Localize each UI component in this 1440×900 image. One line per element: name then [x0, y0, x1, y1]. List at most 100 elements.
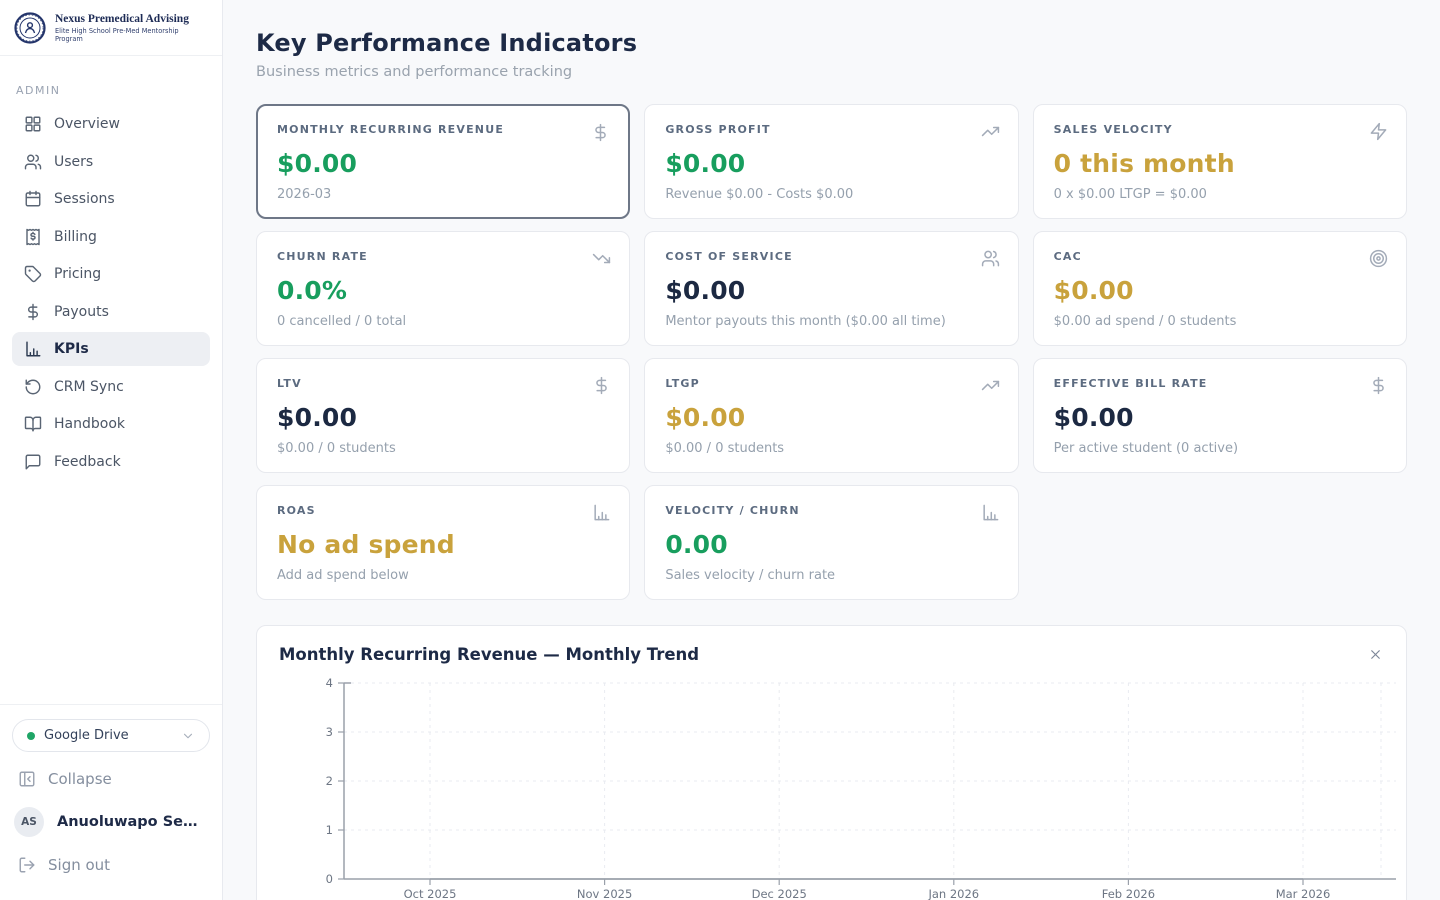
svg-text:Mar 2026: Mar 2026 [1276, 887, 1331, 900]
book-open-icon [24, 415, 42, 433]
sidebar-item-pricing[interactable]: Pricing [12, 257, 210, 291]
sidebar: Nexus Premedical Advising Elite High Sch… [0, 0, 223, 900]
sidebar-item-feedback[interactable]: Feedback [12, 445, 210, 479]
svg-text:3: 3 [326, 725, 333, 739]
kpi-subtext: Per active student (0 active) [1053, 441, 1239, 456]
kpi-subtext: $0.00 / 0 students [665, 441, 785, 456]
brand-header[interactable]: Nexus Premedical Advising Elite High Sch… [0, 0, 222, 56]
kpi-value: $0.00 [665, 276, 746, 305]
sidebar-item-label: Feedback [54, 453, 121, 470]
user-menu[interactable]: AS Anuoluwapo Seblo… [12, 798, 210, 846]
bar-chart-icon [592, 503, 611, 522]
kpi-card-velocity-churn[interactable]: Velocity / Churn 0.00 Sales velocity / chu… [644, 485, 1019, 600]
kpi-value: $0.00 [277, 403, 358, 432]
chevron-down-icon [181, 729, 195, 743]
x-icon [1368, 647, 1383, 662]
kpi-value: $0.00 [1053, 276, 1134, 305]
kpi-label: Churn Rate [277, 250, 368, 263]
panel-left-close-icon [18, 770, 36, 788]
mrr-trend-chart: 0 1 2 3 4 Oct 2025 Nov 2025 Dec 2025 Jan 2026 Feb… [279, 676, 1396, 900]
kpi-subtext: Add ad spend below [277, 568, 409, 583]
bar-chart-icon [24, 340, 42, 358]
kpi-card-cost-of-service[interactable]: Cost of Service $0.00 Mentor payouts this … [644, 231, 1019, 346]
svg-text:1: 1 [326, 823, 333, 837]
kpi-subtext: 0 x $0.00 LTGP = $0.00 [1053, 187, 1207, 202]
sidebar-item-label: Users [54, 153, 94, 170]
tag-icon [24, 265, 42, 283]
kpi-subtext: 0 cancelled / 0 total [277, 314, 407, 329]
kpi-label: CAC [1053, 250, 1082, 263]
bar-chart-icon [981, 503, 1000, 522]
svg-text:Nov 2025: Nov 2025 [577, 887, 632, 900]
chart-title: Monthly Recurring Revenue — Monthly Tren… [279, 645, 700, 664]
sidebar-item-payouts[interactable]: Payouts [12, 295, 210, 329]
google-drive-selector[interactable]: Google Drive [12, 719, 210, 752]
users-icon [981, 249, 1000, 268]
sidebar-item-label: Handbook [54, 416, 125, 432]
brand-name: Nexus Premedical Advising [55, 12, 189, 25]
message-square-icon [24, 453, 42, 471]
kpi-value: 0.00 [665, 530, 728, 559]
kpi-card-churn-rate[interactable]: Churn Rate 0.0% 0 cancelled / 0 total [256, 231, 631, 346]
sidebar-bottom: Google Drive Collapse AS Anuoluwapo Sebl… [0, 704, 222, 900]
sidebar-item-handbook[interactable]: Handbook [12, 407, 210, 441]
svg-text:Feb 2026: Feb 2026 [1102, 887, 1155, 900]
collapse-button[interactable]: Collapse [12, 760, 210, 798]
sidebar-item-billing[interactable]: Billing [12, 220, 210, 254]
kpi-label: Gross Profit [665, 123, 771, 136]
dollar-icon [592, 376, 611, 395]
kpi-card-ltv[interactable]: LTV $0.00 $0.00 / 0 students [256, 358, 631, 473]
kpi-card-effective-bill-rate[interactable]: Effective Bill Rate $0.00 Per active stude… [1032, 358, 1407, 473]
kpi-label: Cost of Service [665, 250, 793, 263]
refresh-icon [24, 378, 42, 396]
kpi-subtext: $0.00 / 0 students [277, 441, 396, 456]
brand-seal-icon [14, 11, 46, 44]
kpi-card-ltgp[interactable]: LTGP $0.00 $0.00 / 0 students [644, 358, 1019, 473]
sidebar-item-overview[interactable]: Overview [12, 107, 210, 141]
kpi-subtext: 2026-03 [277, 187, 332, 202]
sign-out-label: Sign out [48, 856, 111, 874]
kpi-value: $0.00 [665, 403, 746, 432]
kpi-value: $0.00 [665, 149, 746, 178]
kpi-card-cac[interactable]: CAC $0.00 $0.00 ad spend / 0 students [1032, 231, 1407, 346]
sidebar-item-crm-sync[interactable]: CRM Sync [12, 370, 210, 404]
kpi-label: Sales Velocity [1053, 123, 1173, 136]
sidebar-item-sessions[interactable]: Sessions [12, 182, 210, 216]
svg-text:Jan 2026: Jan 2026 [927, 887, 979, 900]
svg-text:2: 2 [326, 774, 333, 788]
kpi-value: $0.00 [277, 149, 358, 178]
sidebar-item-users[interactable]: Users [12, 145, 210, 179]
svg-text:Oct 2025: Oct 2025 [404, 887, 457, 900]
receipt-icon [24, 228, 42, 246]
sidebar-item-label: Payouts [54, 303, 109, 320]
kpi-card-roas[interactable]: ROAS No ad spend Add ad spend below [256, 485, 631, 600]
sign-out-button[interactable]: Sign out [12, 846, 210, 884]
kpi-label: LTV [277, 377, 302, 390]
grid-icon [24, 115, 42, 133]
kpi-card-monthly-recurring-revenue[interactable]: Monthly Recurring Revenue $0.00 2026-03 [256, 104, 631, 219]
dollar-icon [591, 123, 610, 142]
kpi-value: 0 this month [1053, 149, 1235, 178]
kpi-value: $0.00 [1053, 403, 1134, 432]
sidebar-item-kpis[interactable]: KPIs [12, 332, 210, 366]
kpi-label: Monthly Recurring Revenue [277, 123, 505, 136]
trending-down-icon [592, 249, 611, 268]
trending-up-icon [981, 376, 1000, 395]
kpi-label: Velocity / Churn [665, 504, 800, 517]
zap-icon [1369, 122, 1388, 141]
sidebar-item-label: Billing [54, 228, 97, 245]
close-chart-button[interactable] [1362, 641, 1388, 667]
kpi-card-sales-velocity[interactable]: Sales Velocity 0 this month 0 x $0.00 LTGP… [1032, 104, 1407, 219]
dollar-icon [24, 303, 42, 321]
trending-up-icon [981, 122, 1000, 141]
sidebar-item-label: KPIs [54, 341, 89, 357]
kpi-subtext: Mentor payouts this month ($0.00 all tim… [665, 314, 946, 329]
sidebar-nav: ADMIN Overview Users Sessions Billing Pricin… [0, 56, 222, 704]
kpi-card-gross-profit[interactable]: Gross Profit $0.00 Revenue $0.00 - Costs $… [644, 104, 1019, 219]
kpi-subtext: Revenue $0.00 - Costs $0.00 [665, 187, 854, 202]
main-content: Key Performance Indicators Business metr… [223, 0, 1440, 900]
kpi-subtext: $0.00 ad spend / 0 students [1053, 314, 1237, 329]
svg-text:Dec 2025: Dec 2025 [752, 887, 807, 900]
svg-text:0: 0 [326, 872, 333, 886]
calendar-icon [24, 190, 42, 208]
